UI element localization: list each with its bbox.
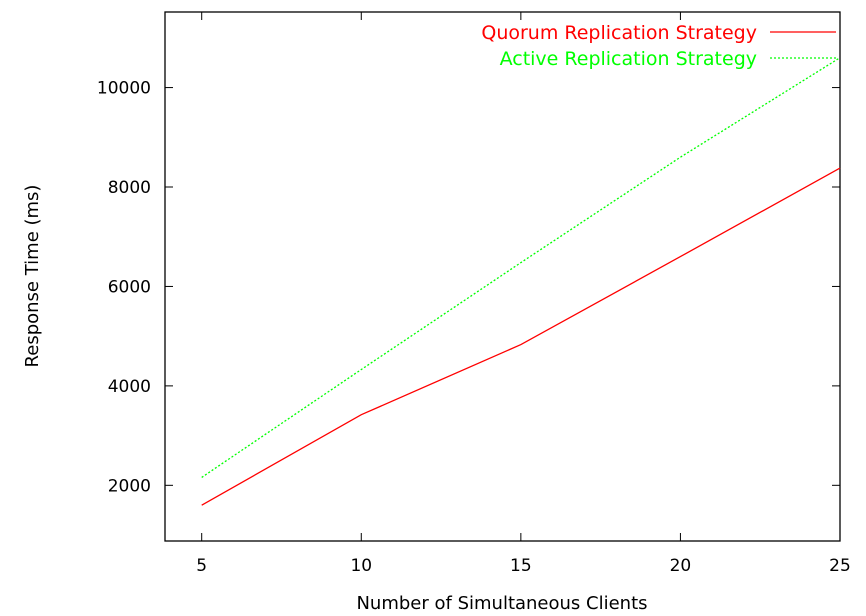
x-tick-label: 15 bbox=[510, 556, 532, 576]
x-axis-title: Number of Simultaneous Clients bbox=[356, 593, 647, 614]
legend-label-1: Active Replication Strategy bbox=[500, 48, 757, 70]
series-line-0 bbox=[201, 167, 841, 506]
legend: Quorum Replication Strategy Active Replic… bbox=[481, 22, 836, 70]
legend-label-0: Quorum Replication Strategy bbox=[481, 22, 757, 44]
y-tick-label: 10000 bbox=[97, 79, 151, 99]
y-tick-label: 8000 bbox=[108, 178, 151, 198]
plot-frame bbox=[164, 11, 841, 542]
y-tick-label: 6000 bbox=[108, 277, 151, 297]
series-lines bbox=[201, 57, 841, 506]
x-tick-label: 25 bbox=[829, 556, 851, 576]
y-tick-label: 2000 bbox=[108, 476, 151, 496]
x-tick-label: 10 bbox=[350, 556, 372, 576]
y-tick-label: 4000 bbox=[108, 377, 151, 397]
series-line-1 bbox=[201, 57, 841, 478]
x-tick-label: 5 bbox=[196, 556, 207, 576]
y-axis-title: Response Time (ms) bbox=[22, 185, 43, 368]
tick-labels: 5 10 15 20 25 2000 4000 6000 8000 10000 bbox=[97, 79, 851, 576]
tick-marks bbox=[165, 12, 841, 541]
x-tick-label: 20 bbox=[670, 556, 692, 576]
